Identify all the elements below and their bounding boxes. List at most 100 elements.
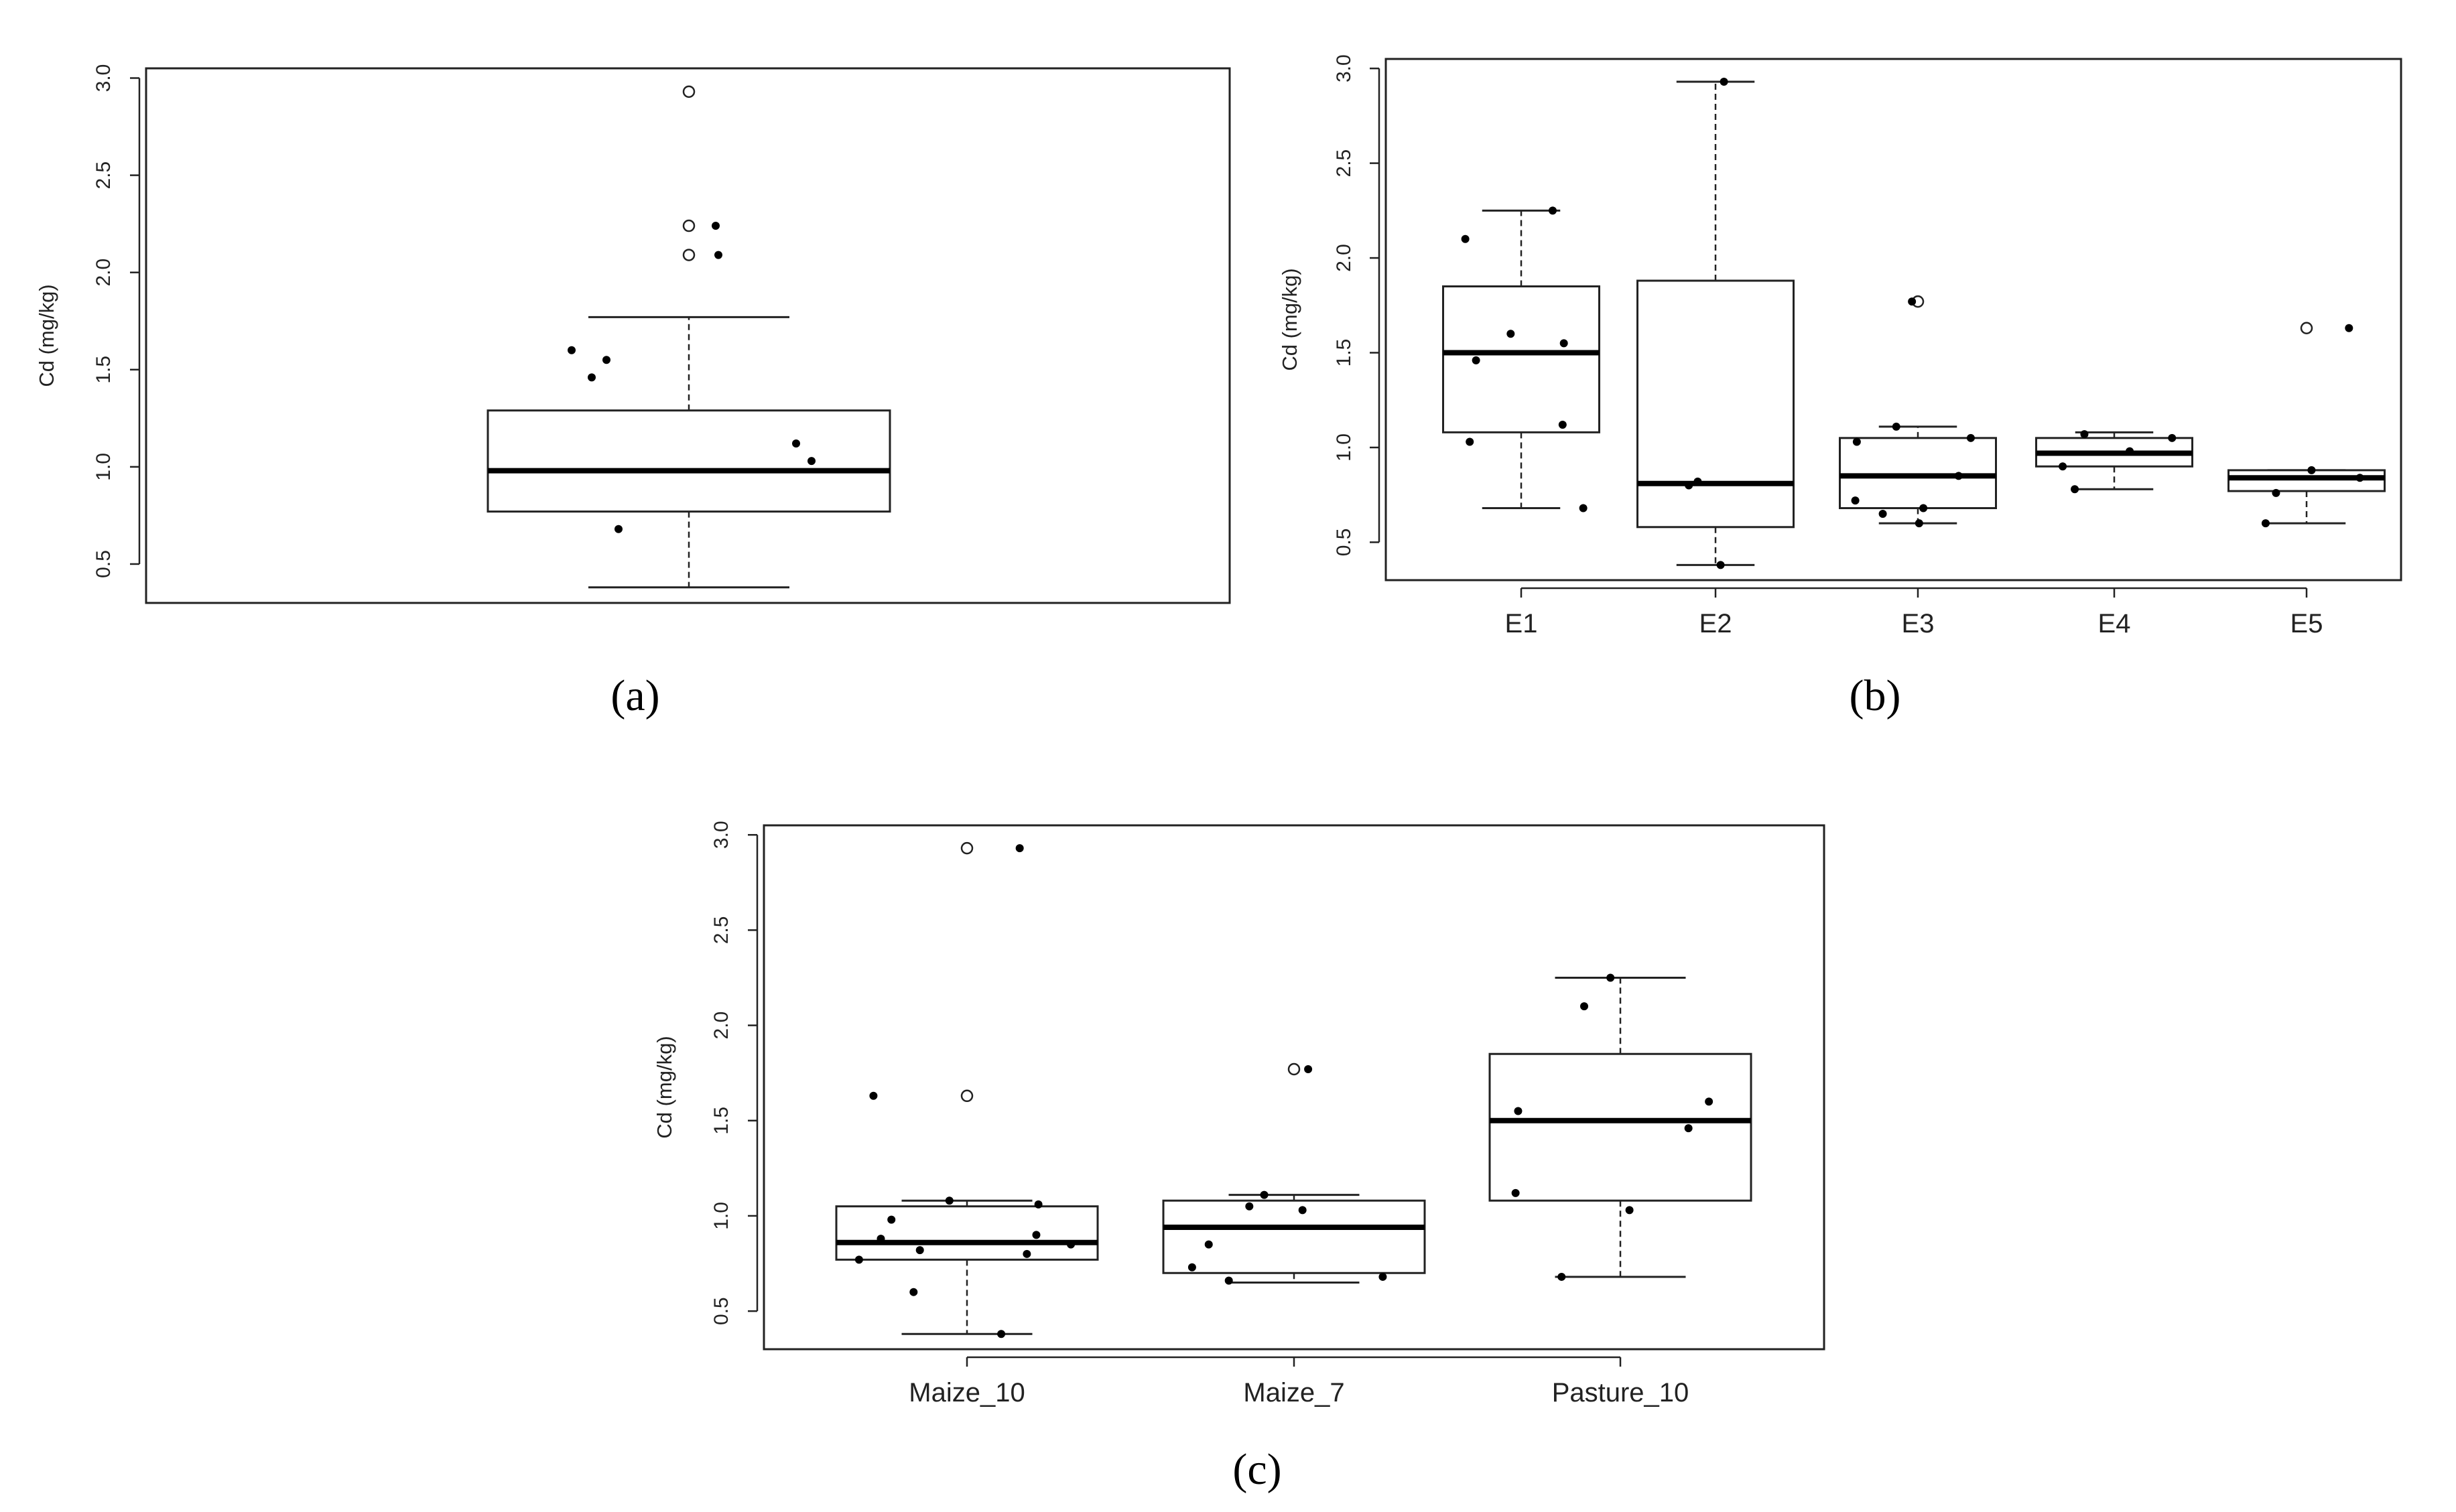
data-point: [1558, 421, 1567, 429]
data-point: [1548, 206, 1557, 215]
x-tick-label: E2: [1699, 609, 1732, 638]
data-point: [1466, 437, 1474, 446]
data-point: [1023, 1249, 1031, 1258]
data-point: [1720, 77, 1728, 86]
data-point: [1685, 481, 1693, 490]
data-point: [915, 1246, 924, 1255]
data-point: [1625, 1206, 1634, 1215]
data-point: [1204, 1240, 1213, 1249]
data-point: [945, 1196, 954, 1205]
plot-frame: [1384, 58, 2402, 581]
data-point: [2307, 466, 2316, 474]
data-point: [1606, 973, 1615, 982]
data-point: [1514, 1107, 1523, 1115]
data-point: [568, 346, 576, 354]
data-point: [1716, 561, 1725, 569]
data-point: [1705, 1097, 1714, 1106]
data-point: [1954, 472, 1963, 480]
data-point: [1015, 844, 1024, 853]
data-point: [1919, 504, 1928, 512]
box-iqr: [487, 409, 891, 513]
x-tick-label: Maize_10: [909, 1378, 1025, 1407]
data-point: [1684, 1124, 1693, 1133]
y-tick-label: 0.5: [710, 1297, 732, 1325]
panel-b: 0.5 1.0 1.5 2.0 2.5 3.0 Cd (mg/kg) E1 E2 E3 E4 E5 (b…: [1278, 54, 2402, 720]
y-tick-label: 1.5: [710, 1107, 732, 1135]
data-point: [2059, 462, 2067, 471]
data-point: [1908, 297, 1917, 306]
data-point: [877, 1235, 885, 1243]
panel-caption: (c): [1232, 1445, 1281, 1494]
y-tick-label: 1.5: [92, 356, 115, 384]
panel-caption: (b): [1850, 671, 1901, 720]
y-tick-label: 2.5: [92, 161, 115, 190]
data-point: [909, 1288, 918, 1296]
data-point: [1461, 234, 1470, 243]
data-point: [2071, 485, 2079, 494]
box-iqr: [1162, 1199, 1426, 1274]
outlier-point: [960, 1089, 974, 1103]
panel-caption: (a): [610, 671, 659, 720]
data-point: [1034, 1200, 1043, 1209]
data-point: [1915, 519, 1923, 528]
x-tick-label: E4: [2098, 609, 2131, 638]
data-point: [854, 1255, 863, 1264]
data-point: [1067, 1240, 1076, 1249]
y-tick-label: 1.0: [92, 453, 115, 481]
y-tick-label: 3.0: [1333, 54, 1355, 82]
y-tick-label: 2.0: [710, 1012, 732, 1040]
plot-frame: [763, 824, 1825, 1351]
outlier-point: [682, 219, 696, 232]
plot-frame: [145, 67, 1231, 604]
x-tick-label: Maize_7: [1243, 1378, 1344, 1407]
y-tick-label: 2.0: [92, 259, 115, 287]
data-point: [1224, 1276, 1233, 1285]
data-point: [1693, 477, 1702, 486]
data-point: [1559, 339, 1568, 348]
data-point: [1187, 1263, 1196, 1272]
data-point: [1966, 433, 1975, 442]
data-point: [997, 1330, 1006, 1338]
data-point: [615, 525, 623, 533]
outlier-point: [1287, 1062, 1301, 1076]
data-point: [1878, 509, 1887, 518]
data-point: [2168, 433, 2177, 442]
outlier-point: [682, 85, 696, 98]
data-point: [588, 373, 596, 382]
data-point: [1557, 1272, 1566, 1281]
y-tick-label: 1.0: [710, 1202, 732, 1230]
y-axis-label: Cd (mg/kg): [653, 1036, 676, 1138]
data-point: [2261, 519, 2270, 528]
outlier-point: [960, 841, 974, 855]
panel-a: 0.5 1.0 1.5 2.0 2.5 3.0 Cd (mg/kg) (a): [35, 64, 1231, 720]
data-point: [714, 251, 722, 259]
y-tick-label: 0.5: [1333, 529, 1355, 557]
data-point: [2272, 488, 2280, 497]
data-point: [712, 222, 720, 230]
data-point: [1579, 504, 1588, 512]
y-tick-label: 2.0: [1333, 244, 1355, 272]
data-point: [1378, 1272, 1387, 1281]
data-point: [2080, 430, 2089, 439]
data-point: [2126, 447, 2134, 456]
data-point: [1851, 496, 1860, 505]
box-iqr: [1636, 279, 1795, 529]
x-tick-label: E3: [1902, 609, 1935, 638]
data-point: [1298, 1206, 1307, 1215]
data-point: [1892, 422, 1900, 431]
y-tick-label: 3.0: [92, 64, 115, 92]
data-point: [1580, 1002, 1589, 1011]
panel-c: 0.5 1.0 1.5 2.0 2.5 3.0 Cd (mg/kg) Maize_10 Maiz…: [653, 821, 1825, 1494]
data-point: [792, 439, 800, 448]
data-point: [1506, 330, 1515, 338]
x-tick-label: E1: [1505, 609, 1538, 638]
box-iqr: [835, 1205, 1099, 1261]
data-point: [1260, 1190, 1269, 1199]
box-iqr: [1839, 437, 1997, 509]
y-tick-label: 2.5: [1333, 149, 1355, 178]
y-axis-label: Cd (mg/kg): [1278, 268, 1301, 370]
box-iqr: [1488, 1052, 1752, 1202]
data-point: [1852, 437, 1861, 446]
data-point: [2345, 324, 2353, 332]
data-point: [1245, 1202, 1254, 1211]
